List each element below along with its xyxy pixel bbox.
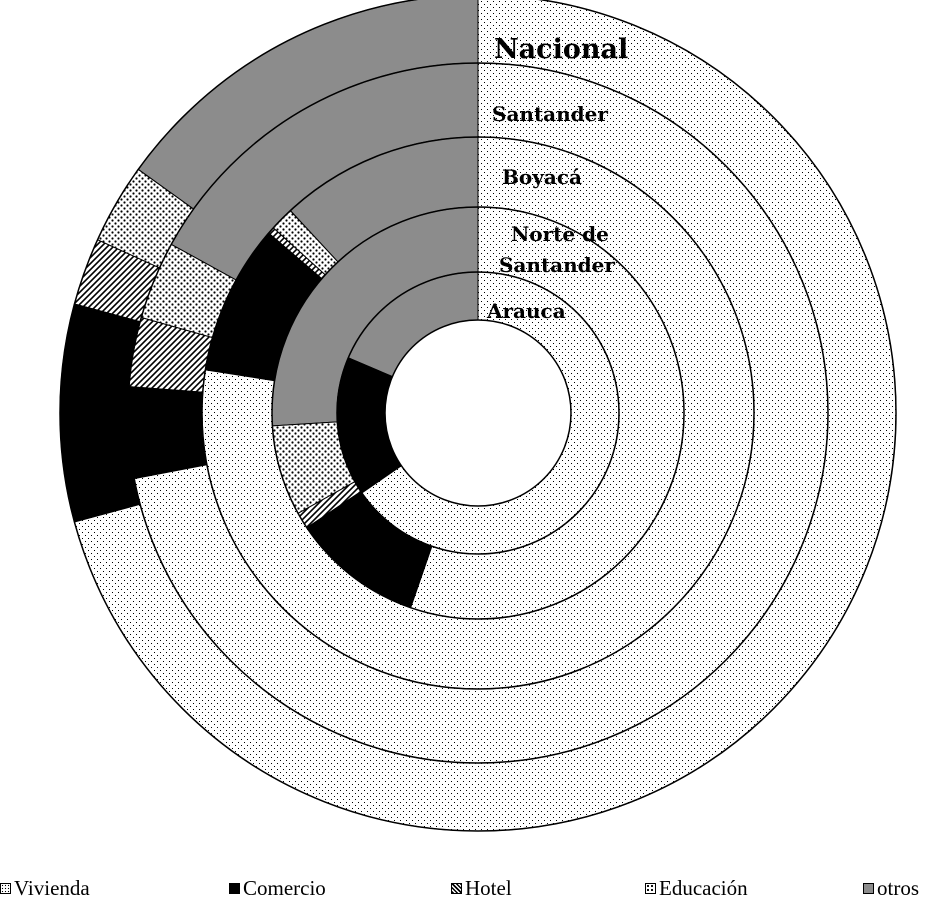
legend-label-vivienda: Vivienda [14, 876, 90, 900]
ring-label-arauca: Arauca [486, 299, 566, 323]
slice-santander-comercio [127, 386, 208, 480]
legend-label-educacion: Educación [659, 876, 748, 900]
doughnut-chart: Nacional Santander Boyacá Norte de Santa… [59, 0, 897, 832]
ring-outline [127, 62, 829, 764]
legend-item-comercio: Comercio [229, 876, 326, 901]
ring-outline [201, 136, 755, 690]
ring-label-norte-line2: Santander [499, 253, 615, 277]
ring-label-boyaca: Boyacá [502, 165, 582, 189]
legend-label-hotel: Hotel [465, 876, 512, 900]
legend: Vivienda Comercio Hotel Educación otros [0, 870, 932, 908]
ring-outline [59, 0, 897, 832]
legend-label-comercio: Comercio [243, 876, 326, 900]
rings-group [59, 0, 897, 832]
comercio-swatch-icon [229, 883, 240, 894]
ring-label-norte-line1: Norte de [511, 222, 609, 246]
ring-outline [271, 206, 685, 620]
center-hole [384, 319, 572, 507]
otros-swatch-icon [863, 883, 874, 894]
legend-item-educacion: Educación [645, 876, 748, 901]
educacion-swatch-icon [645, 883, 656, 894]
chart-area: Nacional Santander Boyacá Norte de Santa… [59, 0, 897, 832]
ring-labels-group: Nacional Santander Boyacá Norte de Santa… [486, 34, 628, 323]
vivienda-swatch-icon [0, 883, 11, 894]
hotel-swatch-icon [451, 883, 462, 894]
legend-item-vivienda: Vivienda [0, 876, 90, 901]
legend-item-otros: otros [863, 876, 919, 901]
legend-label-otros: otros [877, 876, 919, 900]
ring-label-nacional: Nacional [494, 34, 628, 65]
ring-outline [336, 271, 620, 555]
ring-label-santander: Santander [492, 102, 608, 126]
legend-item-hotel: Hotel [451, 876, 512, 901]
